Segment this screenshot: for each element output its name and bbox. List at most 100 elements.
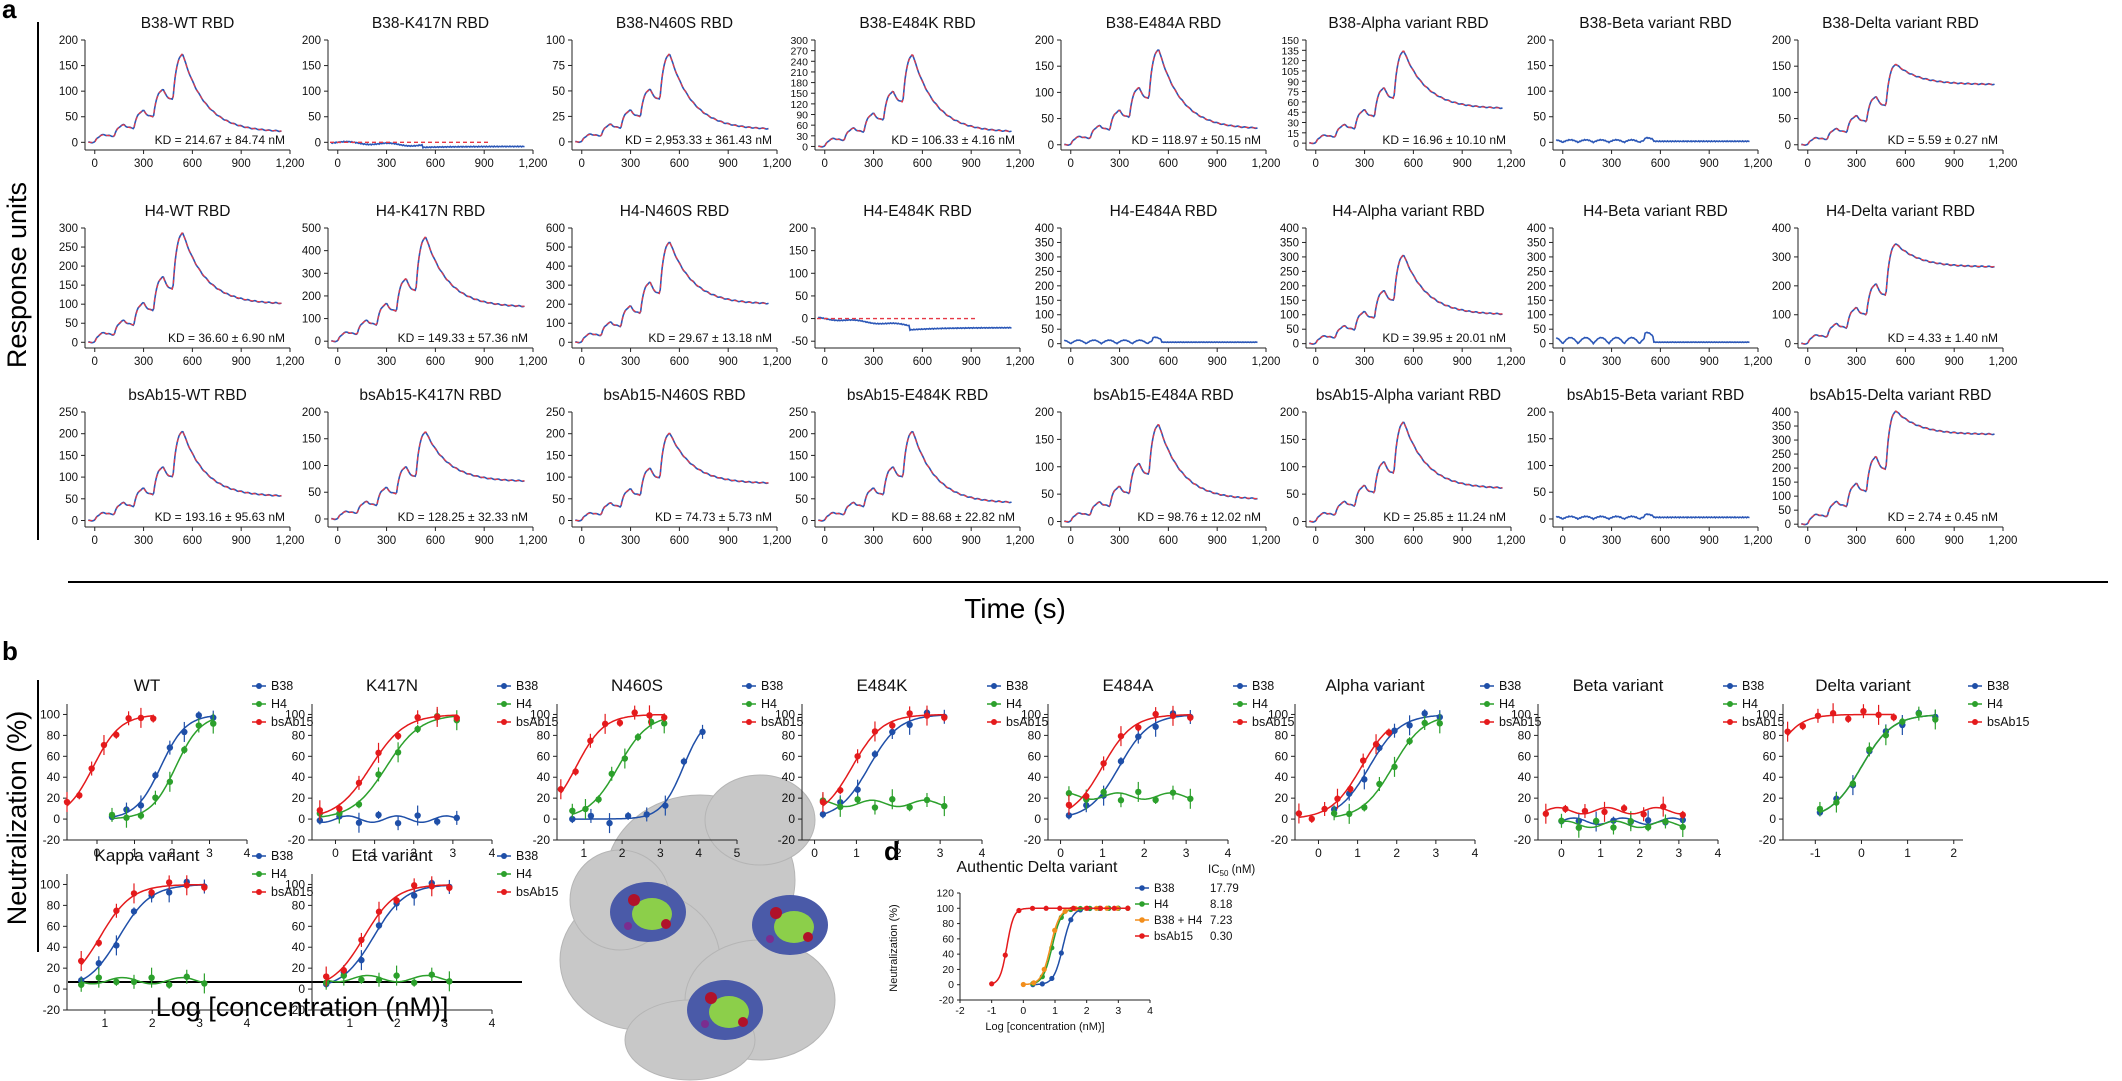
ic50-value: 17.79	[1210, 883, 1239, 895]
y-tick-label: 50	[65, 112, 78, 124]
panel-label-d: d	[884, 836, 900, 866]
x-tick-label: 1,200	[1006, 356, 1035, 368]
x-tick-label: 0	[1805, 535, 1811, 547]
chart-title: N460S	[611, 676, 663, 695]
x-tick-label: 900	[1945, 158, 1964, 170]
y-tick-label: 0	[298, 982, 305, 996]
fit-curve	[1801, 63, 1995, 146]
y-tick-label: 20	[942, 964, 954, 976]
data-point	[1169, 789, 1177, 796]
x-tick-label: 300	[1602, 356, 1621, 368]
response-curve	[1555, 136, 1750, 144]
data-point	[1542, 810, 1550, 817]
y-tick-label: 150	[1281, 35, 1299, 47]
data-point	[606, 819, 613, 827]
data-point	[375, 908, 383, 915]
x-tick-label: 2	[394, 1016, 401, 1030]
y-tick-label: 300	[59, 223, 78, 235]
ic50-value: 0.30	[1210, 931, 1232, 943]
x-tick-label: 1,200	[1989, 158, 2018, 170]
spr-chart: H4-Beta variant RBD 0 50 100 150 200 250 300 350…	[1527, 203, 1773, 368]
x-tick-label: 300	[1847, 356, 1866, 368]
y-tick-label: 100	[1527, 460, 1546, 472]
fit-line-h4	[319, 715, 457, 818]
data-point	[1117, 758, 1125, 765]
y-tick-label: 0	[1785, 140, 1791, 152]
y-tick-label: 200	[1772, 463, 1791, 475]
y-tick-label: 0	[559, 337, 565, 349]
y-tick-label: 150	[789, 246, 808, 258]
data-point	[375, 771, 382, 778]
spr-chart: H4-K417N RBD 0 100 200 300 400 500 0 300 600 900 1,…	[302, 203, 548, 368]
x-tick-label: 0	[1858, 846, 1865, 860]
kd-label: KD = 25.85 ± 11.24 nM	[1383, 510, 1506, 524]
legend-label: bsAb15	[1499, 715, 1541, 729]
y-tick-label: 0	[802, 314, 808, 326]
data-point	[1052, 927, 1058, 934]
response-curve	[1063, 336, 1258, 345]
y-tick-label: 150	[59, 450, 78, 462]
x-tick-label: 2	[1393, 846, 1400, 860]
data-point	[1620, 805, 1628, 812]
y-tick-label: 20	[782, 791, 796, 805]
y-tick-label: 0	[72, 337, 78, 349]
data-point	[414, 725, 421, 733]
y-tick-label: 150	[302, 61, 321, 73]
spr-chart: H4-WT RBD 0 50 100 150 200 250 300 0 300 600 900 1,2…	[59, 203, 305, 368]
legend-marker	[746, 683, 752, 689]
y-tick-label: 200	[1772, 281, 1791, 293]
legend-marker	[1727, 683, 1733, 689]
x-tick-label: 1,200	[1497, 356, 1526, 368]
data-point	[1899, 718, 1906, 725]
data-point	[1016, 907, 1022, 914]
data-point	[871, 728, 879, 735]
y-tick-label: 50	[1041, 324, 1054, 336]
kd-label: KD = 36.60 ± 6.90 nM	[168, 331, 285, 345]
kd-label: KD = 16.96 ± 10.10 nM	[1382, 133, 1506, 147]
chart-title: B38-N460S RBD	[616, 15, 733, 32]
x-tick-label: 900	[1453, 535, 1472, 547]
y-tick-label: 350	[1527, 237, 1546, 249]
fit-curve	[818, 430, 1012, 522]
y-tick-label: 60	[942, 933, 954, 945]
x-tick-label: 1,200	[1497, 158, 1526, 170]
y-tick-label: 0	[1034, 812, 1041, 826]
chart-title: bsAb15-Delta variant RBD	[1810, 387, 1992, 404]
x-tick-label: 0	[94, 846, 101, 860]
y-tick-label: 200	[789, 429, 808, 441]
y-tick-label: 20	[47, 961, 61, 975]
x-tick-label: 4	[695, 846, 702, 860]
y-tick-label: 100	[302, 460, 321, 472]
x-tick-label: 600	[183, 158, 202, 170]
x-tick-label: 600	[426, 535, 445, 547]
legend-label: H4	[1987, 697, 2003, 711]
data-point	[375, 749, 382, 757]
chart-title: B38-WT RBD	[141, 15, 235, 32]
x-tick-label: 1,200	[1744, 356, 1773, 368]
chart-title: Eta variant	[351, 846, 433, 865]
y-tick-label: 100	[546, 472, 565, 484]
y-tick-label: 50	[552, 494, 565, 506]
data-point	[1799, 722, 1806, 730]
x-tick-label: 0	[822, 535, 828, 547]
data-point	[1640, 811, 1647, 818]
data-point	[854, 786, 861, 793]
y-tick-label: 0	[72, 137, 78, 149]
legend-label: B38	[271, 849, 293, 863]
data-point	[1644, 817, 1652, 824]
data-point	[1334, 795, 1341, 802]
data-point	[434, 713, 441, 721]
fit-line-bsab15	[1298, 729, 1389, 819]
data-point	[634, 733, 642, 741]
data-point	[453, 814, 460, 822]
data-point	[631, 709, 638, 716]
y-tick-label: 20	[292, 791, 306, 805]
kd-label: KD = 98.76 ± 12.02 nM	[1137, 510, 1261, 524]
y-tick-label: 600	[546, 223, 565, 235]
kd-label: KD = 118.97 ± 50.15 nM	[1132, 133, 1261, 147]
data-point	[137, 714, 145, 722]
data-point	[819, 811, 827, 818]
y-tick-label: 150	[789, 450, 808, 462]
y-tick-label: 100	[40, 877, 60, 891]
y-tick-label: 60	[47, 919, 61, 933]
